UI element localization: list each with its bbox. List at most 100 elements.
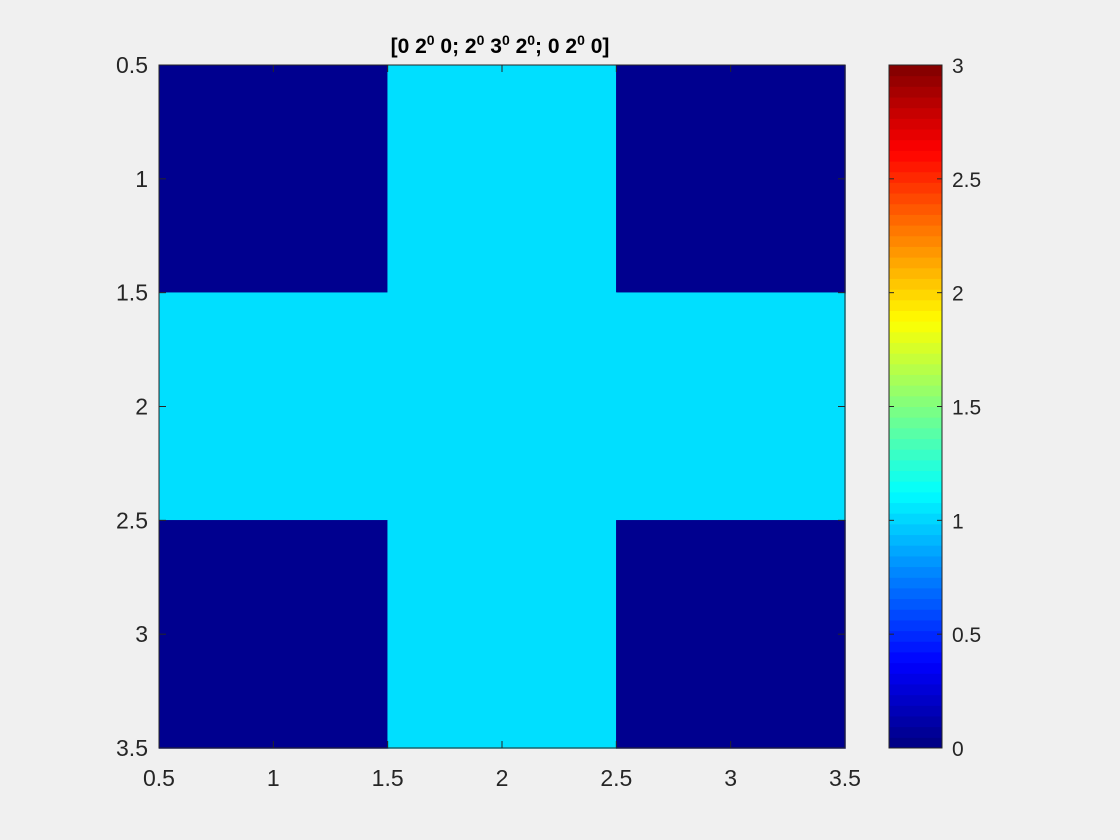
heatmap-cell bbox=[387, 64, 618, 294]
x-tick-label: 2 bbox=[496, 765, 509, 791]
colorbar-swatch bbox=[889, 86, 942, 98]
colorbar-swatch bbox=[889, 523, 942, 536]
colorbar-swatch bbox=[889, 470, 942, 482]
colorbar-swatch bbox=[889, 150, 942, 162]
y-tick-label: 1 bbox=[135, 166, 148, 192]
colorbar-swatch bbox=[889, 555, 942, 568]
title-text: ; 0 2 bbox=[535, 35, 577, 58]
colorbar-swatch bbox=[889, 726, 942, 738]
heatmap-cell bbox=[616, 292, 846, 522]
colorbar-tick-label: 1.5 bbox=[952, 397, 981, 420]
colorbar-swatch bbox=[889, 438, 942, 450]
colorbar-swatch bbox=[889, 417, 942, 429]
colorbar-swatch bbox=[889, 310, 942, 322]
title-text: 0; 2 bbox=[435, 35, 477, 58]
colorbar-swatch bbox=[889, 651, 942, 664]
colorbar-swatch bbox=[889, 587, 942, 600]
colorbar-swatch bbox=[889, 545, 942, 557]
colorbar-swatch bbox=[889, 246, 942, 258]
title-text: 2 bbox=[510, 35, 528, 58]
colorbar-swatch bbox=[889, 363, 942, 375]
x-tick-label: 2.5 bbox=[600, 765, 632, 791]
y-tick-label: 2 bbox=[135, 394, 148, 420]
x-tick-label: 0.5 bbox=[143, 765, 175, 791]
colorbar-swatch bbox=[889, 214, 942, 226]
title-superscript: 0 bbox=[427, 32, 435, 48]
title-superscript: 0 bbox=[527, 32, 535, 48]
colorbar-swatch bbox=[889, 427, 942, 440]
heatmap-cell bbox=[616, 64, 846, 294]
colorbar-swatch bbox=[889, 513, 942, 525]
y-tick-label: 3 bbox=[135, 621, 148, 647]
colorbar-tick-label: 2 bbox=[952, 283, 964, 306]
heatmap-cell bbox=[387, 520, 618, 749]
colorbar-swatch bbox=[889, 705, 942, 717]
title-text: 3 bbox=[484, 35, 502, 58]
y-tick-label: 2.5 bbox=[116, 507, 148, 533]
colorbar-swatch bbox=[889, 257, 942, 269]
y-tick-label: 1.5 bbox=[116, 280, 148, 306]
title-superscript: 0 bbox=[577, 32, 585, 48]
colorbar-swatch bbox=[889, 107, 942, 119]
colorbar-swatch bbox=[889, 449, 942, 461]
colorbar-swatch bbox=[889, 673, 942, 685]
colorbar-swatch bbox=[889, 299, 942, 311]
colorbar-swatch bbox=[889, 171, 942, 183]
heatmap-cell bbox=[387, 292, 618, 522]
colorbar-swatch bbox=[889, 161, 942, 173]
colorbar-swatch bbox=[889, 662, 942, 674]
colorbar-swatch bbox=[889, 65, 942, 77]
colorbar-swatch bbox=[889, 75, 942, 87]
title-superscript: 0 bbox=[502, 32, 510, 48]
colorbar-swatch bbox=[889, 118, 942, 130]
colorbar-swatch bbox=[889, 278, 942, 290]
colorbar-swatch bbox=[889, 193, 942, 205]
colorbar-tick-label: 0 bbox=[952, 738, 964, 761]
colorbar-swatch bbox=[889, 331, 942, 343]
colorbar-swatch bbox=[889, 129, 942, 141]
colorbar-swatch bbox=[889, 139, 942, 151]
colorbar-tick-label: 2.5 bbox=[952, 169, 981, 192]
colorbar-tick-label: 1 bbox=[952, 510, 964, 533]
colorbar-swatch bbox=[889, 353, 942, 365]
colorbar-swatch bbox=[889, 385, 942, 397]
colorbar-swatch bbox=[889, 374, 942, 386]
colorbar-swatch bbox=[889, 289, 942, 301]
colorbar-swatch bbox=[889, 481, 942, 493]
colorbar-swatch bbox=[889, 225, 942, 237]
colorbar-swatch bbox=[889, 406, 942, 418]
y-tick-label: 3.5 bbox=[116, 735, 148, 761]
colorbar-swatch bbox=[889, 321, 942, 333]
title-text: [0 2 bbox=[391, 35, 427, 58]
heatmap-cell bbox=[616, 520, 846, 749]
colorbar-swatch bbox=[889, 737, 942, 749]
colorbar-swatch bbox=[889, 182, 942, 194]
x-tick-label: 3 bbox=[724, 765, 737, 791]
colorbar-swatch bbox=[889, 395, 942, 407]
colorbar-tick-label: 0.5 bbox=[952, 624, 981, 647]
colorbar-swatch bbox=[889, 566, 942, 578]
title-superscript: 0 bbox=[477, 32, 485, 48]
colorbar-swatch bbox=[889, 267, 942, 279]
title-text: 0] bbox=[585, 35, 610, 58]
colorbar-tick-label: 3 bbox=[952, 55, 964, 78]
colorbar-swatch bbox=[889, 342, 942, 354]
colorbar-swatch bbox=[889, 534, 942, 546]
x-tick-label: 1.5 bbox=[372, 765, 404, 791]
colorbar-swatch bbox=[889, 502, 942, 514]
chart-title: [0 20 0; 20 30 20; 0 20 0] bbox=[391, 32, 610, 58]
y-axis: 0.5 1 1.5 2 2.5 3 3.5 bbox=[116, 52, 845, 761]
colorbar-swatch bbox=[889, 577, 942, 589]
x-tick-label: 3.5 bbox=[829, 765, 861, 791]
colorbar-swatch bbox=[889, 598, 942, 610]
x-tick-label: 1 bbox=[267, 765, 280, 791]
colorbar-swatch bbox=[889, 715, 942, 728]
colorbar-swatch bbox=[889, 641, 942, 653]
colorbar-swatch bbox=[889, 97, 942, 109]
colorbar-swatch bbox=[889, 619, 942, 632]
heatmap-cell bbox=[158, 292, 389, 522]
x-axis: 0.5 1 1.5 2 2.5 3 3.5 bbox=[143, 65, 861, 791]
colorbar-swatch bbox=[889, 459, 942, 472]
colorbar: 0 0.5 1 1.5 2 2.5 3 bbox=[888, 55, 981, 761]
